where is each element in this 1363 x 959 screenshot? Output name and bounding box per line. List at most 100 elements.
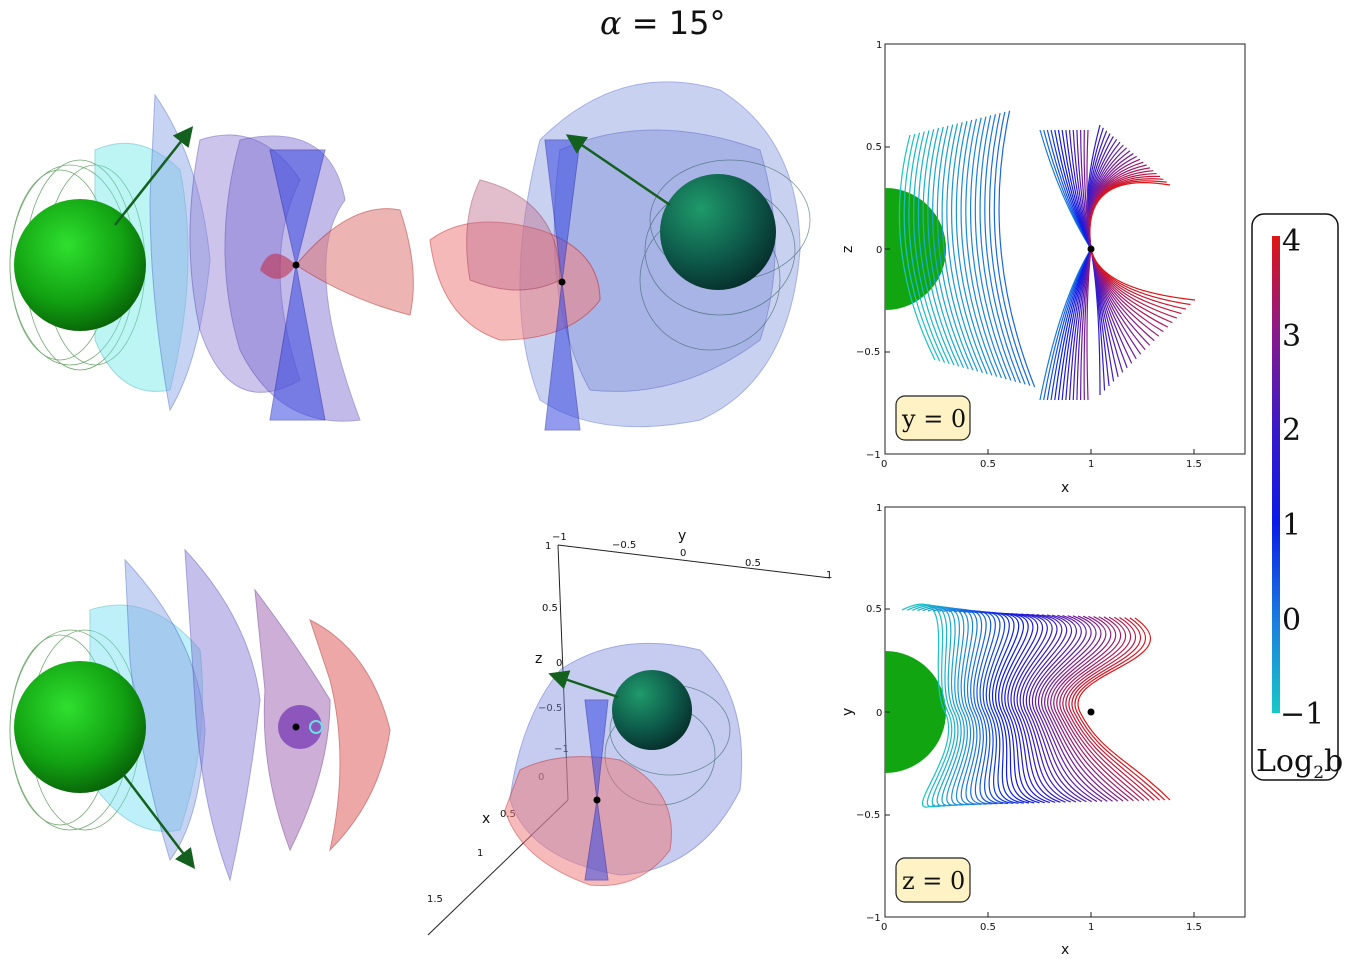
plot-bottom-xlabel: x — [1061, 942, 1069, 958]
panel-3d-bottom-middle: y z x −1 −0.5 0 0.5 1 1 0.5 0 −0.5 −1 0 … — [427, 528, 832, 936]
arrow-top-left — [114, 126, 194, 226]
field-line — [1028, 614, 1087, 803]
field-line — [936, 125, 974, 371]
field-line — [960, 119, 998, 377]
field-line — [958, 609, 993, 805]
field-line — [932, 126, 969, 370]
sphere-top-left — [14, 199, 146, 331]
plot-bottom-ylabel: y — [840, 708, 856, 716]
axis3d-y-tick-2: 0 — [680, 548, 686, 559]
field-line — [1065, 616, 1150, 801]
plot-bottom-ytick-4: −1 — [866, 913, 881, 924]
field-line — [979, 115, 1017, 383]
plot-top-badge-text: y = 0 — [901, 405, 966, 433]
colorbar-tick-3: 3 — [1282, 319, 1301, 354]
plot-top-badge: y = 0 — [895, 395, 971, 441]
plot-top-field-lines — [898, 110, 1196, 401]
plot-bottom-ytick-0: 1 — [876, 503, 882, 514]
plot-top-ytick-3: −0.5 — [856, 347, 880, 358]
field-line — [943, 608, 977, 805]
field-line — [998, 612, 1035, 804]
field-line — [1056, 616, 1134, 802]
field-line — [932, 607, 969, 806]
field-line — [979, 611, 1014, 804]
field-line — [1007, 613, 1051, 804]
field-line — [998, 110, 1036, 388]
field-line — [908, 132, 946, 363]
field-line — [988, 112, 1026, 385]
field-line — [1013, 613, 1061, 803]
axis3d-y-tick-4: 1 — [826, 570, 832, 581]
panel-3d-top-middle — [429, 81, 811, 431]
field-line — [1090, 248, 1196, 301]
plot-bottom-field-lines — [901, 603, 1171, 808]
colorbar-frame — [1251, 213, 1339, 781]
plot-top-ytick-0: 1 — [876, 40, 882, 51]
axis3d-z-label: z — [535, 651, 542, 667]
plot-top-xlabel: x — [1061, 480, 1069, 496]
axis3d-x-label: x — [482, 811, 490, 827]
field-line — [946, 123, 983, 374]
field-line — [917, 605, 959, 807]
field-line — [1074, 617, 1166, 801]
field-line — [1077, 617, 1171, 801]
axis3d-y-tick-0: −1 — [552, 532, 567, 543]
plot-top-ytick-4: −1 — [866, 450, 881, 461]
plot-top-ticks — [885, 146, 1195, 454]
field-line — [969, 610, 1003, 805]
plot-top-xtick-3: 1.5 — [1186, 459, 1202, 470]
axis3d-x-tick-2: 1 — [477, 848, 483, 859]
sphere-top-middle — [660, 174, 776, 290]
field-line — [1068, 616, 1155, 801]
plot-bottom-badge-text: z = 0 — [902, 867, 965, 895]
plot-top-xtick-1: 0.5 — [980, 459, 996, 470]
axis3d-z-tick-1: 0.5 — [542, 603, 558, 614]
panel-3d-bottom-left — [9, 548, 391, 882]
dot-bottom-left — [292, 723, 300, 731]
colorbar-label-main: Log — [1256, 744, 1313, 779]
field-line — [1059, 616, 1140, 802]
field-line — [1034, 614, 1098, 803]
colorbar-tick-minus1: −1 — [1280, 697, 1324, 732]
field-line — [927, 127, 965, 368]
colorbar-tick-0: 0 — [1282, 603, 1301, 638]
plot-bottom-xtick-2: 1 — [1088, 922, 1094, 933]
field-line — [989, 612, 1024, 804]
field-line — [1022, 614, 1077, 803]
field-line — [912, 604, 956, 807]
axis3d-y-label: y — [678, 528, 686, 544]
field-line — [1053, 616, 1129, 802]
colorbar-tick-4: 4 — [1282, 224, 1301, 259]
plot-bottom-dot — [1087, 708, 1095, 716]
field-line — [917, 130, 955, 366]
plot-bottom-xtick-1: 0.5 — [980, 922, 996, 933]
axis3d-z-tick-3: −0.5 — [538, 703, 562, 714]
plot-bottom-ytick-2: 0 — [876, 708, 882, 719]
field-line — [1086, 129, 1092, 250]
sphere-bottom-left — [14, 661, 146, 793]
title-symbol: α — [600, 4, 622, 42]
field-line — [969, 117, 1007, 380]
plot-top-xtick-0: 0 — [881, 459, 887, 470]
field-line — [1071, 617, 1160, 801]
field-line — [984, 612, 1019, 804]
field-line — [1010, 613, 1056, 804]
axis3d-y-tick-3: 0.5 — [745, 558, 761, 569]
arrow-top-middle — [565, 134, 671, 207]
field-line — [903, 133, 941, 362]
plot-top-ytick-2: 0 — [876, 245, 882, 256]
plot-bottom-right: 0 0.5 1 1.5 1 0.5 0 −0.5 −1 x y z = 0 — [840, 503, 1246, 958]
axis3d-x-tick-3: 1.5 — [427, 894, 443, 905]
axis3d-z-tick-4: −1 — [554, 744, 569, 755]
field-line — [922, 129, 960, 367]
field-line — [953, 609, 988, 805]
plot-bottom-ticks — [885, 608, 1195, 917]
field-line — [950, 122, 988, 375]
field-line — [964, 610, 998, 805]
plot-top-ytick-1: 0.5 — [866, 142, 882, 153]
field-line — [1025, 614, 1082, 803]
field-line — [1047, 615, 1119, 802]
field-line — [922, 606, 962, 807]
panel-3d-top-left — [9, 93, 414, 422]
